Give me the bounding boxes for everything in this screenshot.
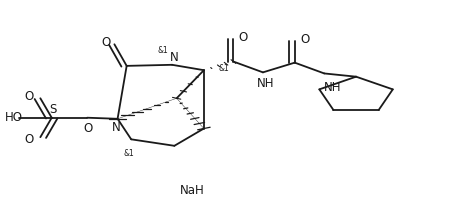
Text: N: N <box>111 121 120 133</box>
Text: O: O <box>24 133 34 146</box>
Text: O: O <box>238 31 248 44</box>
Text: &1: &1 <box>157 46 168 55</box>
Text: NH: NH <box>324 81 341 94</box>
Text: HO: HO <box>5 111 23 124</box>
Text: &1: &1 <box>123 149 134 158</box>
Text: O: O <box>299 33 308 46</box>
Text: NH: NH <box>256 77 273 90</box>
Text: N: N <box>170 51 178 64</box>
Text: O: O <box>83 122 92 135</box>
Text: S: S <box>49 103 56 116</box>
Text: O: O <box>24 90 34 103</box>
Text: NaH: NaH <box>180 184 204 197</box>
Text: &1: &1 <box>218 64 229 73</box>
Text: O: O <box>101 36 111 49</box>
